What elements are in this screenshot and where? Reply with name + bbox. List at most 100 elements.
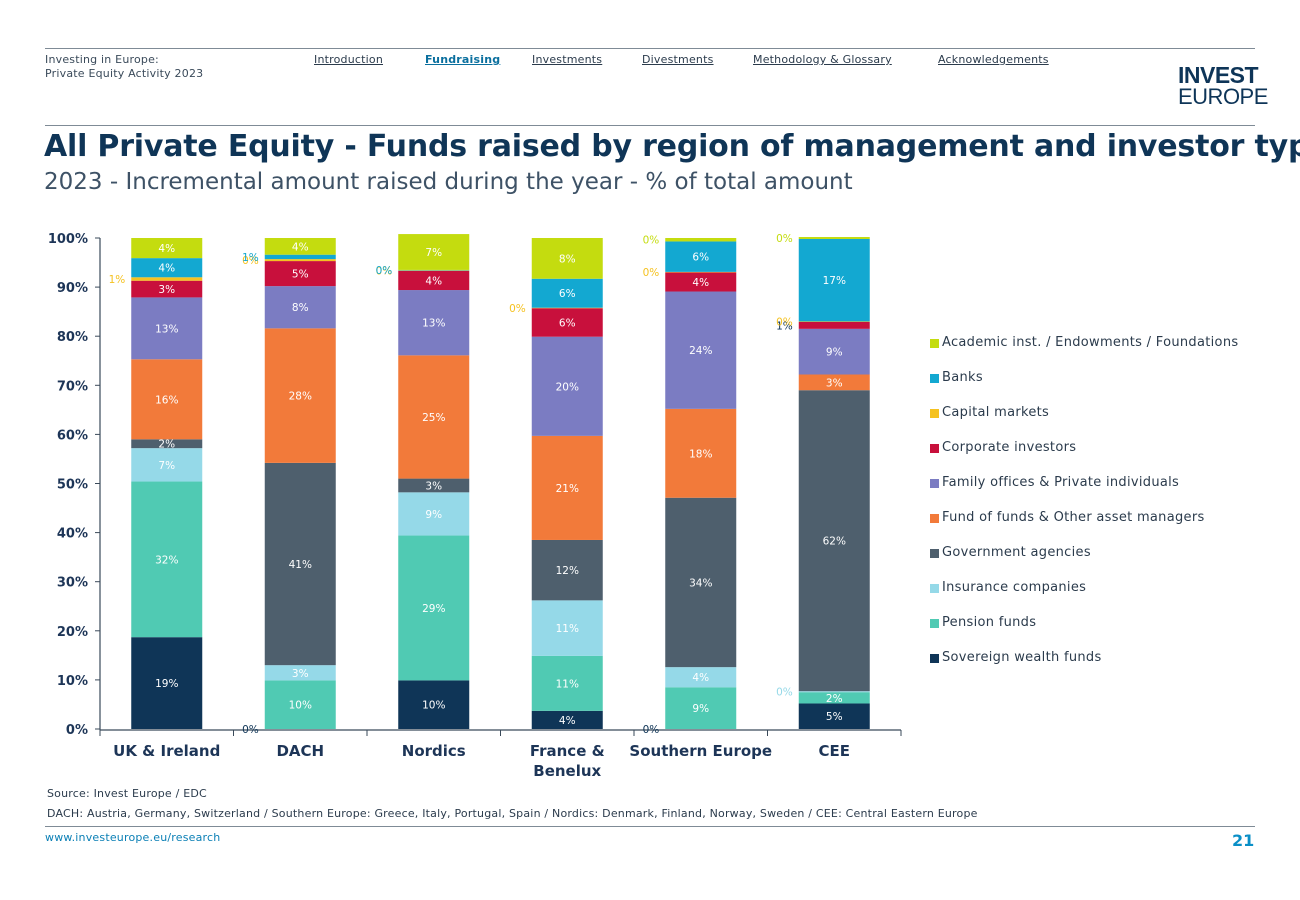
bar-segment bbox=[798, 328, 870, 375]
bar-segment bbox=[131, 238, 203, 259]
y-tick-label: 20% bbox=[57, 625, 88, 640]
definitions-note: DACH: Austria, Germany, Switzerland / So… bbox=[47, 807, 978, 820]
legend-label: Corporate investors bbox=[942, 440, 1077, 455]
data-label: 16% bbox=[155, 394, 178, 406]
data-label: 3% bbox=[826, 377, 843, 389]
data-label: 3% bbox=[158, 284, 175, 296]
data-label: 9% bbox=[692, 703, 709, 715]
y-tick-label: 70% bbox=[57, 379, 88, 394]
bar-segment bbox=[398, 492, 470, 536]
bar-segment bbox=[398, 290, 470, 356]
nav-divestments[interactable]: Divestments bbox=[642, 53, 714, 66]
legend-label: Academic inst. / Endowments / Foundation… bbox=[942, 335, 1239, 350]
nav-investments[interactable]: Investments bbox=[532, 53, 603, 66]
data-label: 17% bbox=[823, 275, 846, 287]
source-note: Source: Invest Europe / EDC bbox=[47, 787, 207, 800]
top-rule bbox=[45, 48, 1255, 49]
y-tick-label: 40% bbox=[57, 527, 88, 542]
page-number: 21 bbox=[1232, 831, 1255, 850]
data-label: 0% bbox=[643, 235, 660, 247]
bar-segment bbox=[131, 359, 203, 440]
data-label: 2% bbox=[826, 693, 843, 705]
bar-segment bbox=[131, 277, 203, 281]
bar-segment bbox=[264, 328, 336, 463]
bar-segment bbox=[665, 241, 737, 272]
data-label: 11% bbox=[556, 678, 579, 690]
data-label: 32% bbox=[155, 554, 178, 566]
data-label: 9% bbox=[425, 509, 442, 521]
bar-segment bbox=[531, 710, 603, 729]
data-label: 5% bbox=[292, 269, 309, 281]
bar-segment bbox=[264, 665, 336, 681]
bar-segment bbox=[264, 238, 336, 255]
legend-label: Government agencies bbox=[942, 545, 1091, 560]
bar-segment bbox=[665, 687, 737, 729]
bar-segment bbox=[131, 297, 203, 360]
bar-segment bbox=[398, 234, 470, 270]
data-label: 1% bbox=[242, 252, 259, 264]
bar-segment bbox=[264, 462, 336, 666]
legend-swatch bbox=[930, 654, 939, 663]
nav-acknowledgements[interactable]: Acknowledgements bbox=[938, 53, 1049, 66]
x-category-label: CEE bbox=[818, 742, 850, 760]
bar-segment bbox=[398, 680, 470, 729]
bar-segment bbox=[531, 336, 603, 436]
bar-segment bbox=[665, 238, 737, 242]
legend-swatch bbox=[930, 409, 939, 418]
invest-europe-logo[interactable]: INVEST EUROPE bbox=[1178, 64, 1268, 109]
report-title-line1: Investing in Europe: bbox=[45, 53, 159, 66]
data-label: 0% bbox=[509, 303, 526, 315]
nav-introduction[interactable]: Introduction bbox=[314, 53, 384, 66]
data-label: 0% bbox=[776, 317, 793, 329]
bar-segment bbox=[531, 238, 603, 279]
bar-segment bbox=[531, 308, 603, 337]
bar-segment bbox=[398, 478, 470, 493]
x-category-label: DACH bbox=[276, 742, 324, 760]
data-label: 28% bbox=[289, 391, 312, 403]
logo-line2: EUROPE bbox=[1178, 84, 1268, 109]
legend-label: Capital markets bbox=[942, 405, 1050, 420]
bar-segment bbox=[531, 655, 603, 711]
data-label: 0% bbox=[776, 687, 793, 699]
bar-segment bbox=[398, 355, 470, 479]
bar-segment bbox=[531, 278, 603, 308]
bar-segment bbox=[264, 286, 336, 329]
legend-swatch bbox=[930, 444, 939, 453]
data-label: 62% bbox=[823, 536, 846, 548]
page-subtitle: 2023 - Incremental amount raised during … bbox=[44, 169, 853, 195]
bar-segment bbox=[264, 259, 336, 262]
x-category-label: Southern Europe bbox=[629, 742, 772, 760]
bar-segment bbox=[131, 481, 203, 638]
page-title: All Private Equity - Funds raised by reg… bbox=[44, 129, 1300, 164]
data-label: 0% bbox=[776, 233, 793, 245]
nav-methodology-glossary[interactable]: Methodology & Glossary bbox=[753, 53, 892, 66]
nav-fundraising[interactable]: Fundraising bbox=[425, 53, 501, 66]
data-label: 6% bbox=[692, 252, 709, 264]
data-label: 24% bbox=[689, 345, 712, 357]
bar-segment bbox=[531, 539, 603, 601]
legend-swatch bbox=[930, 619, 939, 628]
data-label: 41% bbox=[289, 559, 312, 571]
data-label: 8% bbox=[559, 253, 576, 265]
x-category-label: Benelux bbox=[533, 762, 601, 780]
bar-segment bbox=[398, 535, 470, 681]
data-label: 21% bbox=[556, 483, 579, 495]
bar-segment bbox=[264, 261, 336, 287]
bar-segment bbox=[131, 637, 203, 729]
footer-research-link[interactable]: www.investeurope.eu/research bbox=[45, 831, 221, 844]
data-label: 5% bbox=[826, 711, 843, 723]
data-label: 20% bbox=[556, 381, 579, 393]
data-label: 29% bbox=[422, 603, 445, 615]
legend-swatch bbox=[930, 514, 939, 523]
data-label: 4% bbox=[292, 241, 309, 253]
y-tick-label: 50% bbox=[57, 478, 88, 493]
bar-segment bbox=[665, 408, 737, 498]
data-label: 9% bbox=[826, 347, 843, 359]
data-label: 4% bbox=[559, 715, 576, 727]
data-label: 25% bbox=[422, 412, 445, 424]
legend-label: Family offices & Private individuals bbox=[942, 475, 1180, 490]
data-label: 11% bbox=[556, 623, 579, 635]
data-label: 10% bbox=[289, 700, 312, 712]
data-label: 4% bbox=[158, 243, 175, 255]
legend-swatch bbox=[930, 339, 939, 348]
